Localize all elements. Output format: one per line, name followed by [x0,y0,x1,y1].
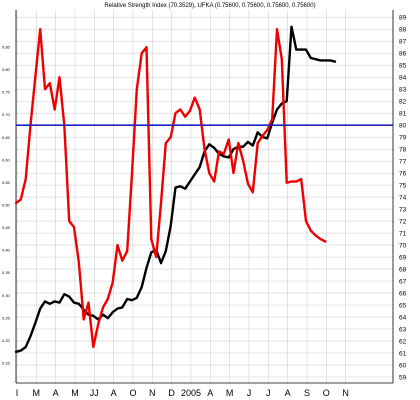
y-right-tick-label: 89 [399,14,407,21]
y-right-tick-label: 63 [399,326,407,333]
y-right-tick-label: 66 [399,290,407,297]
y-left-tick-label: 0.75 [2,90,11,95]
x-tick-label: S [304,388,310,398]
y-left-tick-label: 0.25 [2,315,11,320]
y-right-tick-label: 78 [399,146,407,153]
y-axis-right-labels: 59 60 61 62 63 64 65 66 67 68 69 70 71 72 73 74 75 76 77 78… [399,14,407,381]
horizontal-grid [16,16,393,378]
x-tick-label: O [323,388,330,398]
x-tick-label: A [285,388,291,398]
y-right-tick-label: 70 [399,242,407,249]
y-right-tick-label: 61 [399,350,407,357]
y-left-tick-label: 0.45 [2,225,11,230]
x-tick-label: A [53,388,59,398]
x-tick-label: M [33,388,41,398]
y-right-tick-label: 59 [399,374,407,381]
series-line-1 [14,28,327,349]
series-line-0 [14,25,337,353]
x-tick-label: I [16,388,19,398]
x-tick-label: 2005 [181,388,201,398]
x-tick-label: J [266,388,271,398]
series-layer [14,25,337,353]
y-right-tick-label: 87 [399,38,407,45]
x-tick-label: M [71,388,79,398]
y-right-tick-label: 79 [399,134,407,141]
y-axis-left-labels: 0.15 0.20 0.25 0.30 0.35 0.40 0.45 0.50 0.55 0.60… [2,45,11,366]
y-right-tick-label: 85 [399,62,407,69]
x-tick-label: A [111,388,117,398]
x-tick-label: O [129,388,136,398]
vertical-grid [16,10,346,383]
y-left-tick-label: 0.65 [2,135,11,140]
x-tick-label: M [226,388,234,398]
y-left-tick-label: 0.50 [2,203,11,208]
y-right-tick-label: 82 [399,98,407,105]
y-right-tick-label: 65 [399,302,407,309]
y-left-tick-label: 0.40 [2,248,11,253]
y-left-tick-label: 0.70 [2,112,11,117]
x-axis-labels: I M A M JJ A O N D 2005 A M J J A S O N [16,388,349,398]
y-right-tick-label: 64 [399,314,407,321]
y-left-tick-label: 0.15 [2,361,11,366]
y-right-tick-label: 74 [399,194,407,201]
y-left-tick-label: 0.80 [2,67,11,72]
x-tick-label: A [207,388,213,398]
x-tick-label: D [168,388,175,398]
y-right-tick-label: 81 [399,110,407,117]
y-right-tick-label: 83 [399,86,407,93]
y-left-tick-label: 0.60 [2,157,11,162]
y-left-tick-label: 0.20 [2,338,11,343]
y-right-tick-label: 73 [399,206,407,213]
y-right-tick-label: 67 [399,278,407,285]
y-right-tick-label: 60 [399,362,407,369]
x-tick-label: JJ [90,388,99,398]
y-right-tick-label: 71 [399,230,407,237]
y-right-tick-label: 86 [399,50,407,57]
y-right-tick-label: 68 [399,266,407,273]
y-right-tick-label: 72 [399,218,407,225]
x-tick-label: J [247,388,252,398]
x-tick-label: N [149,388,156,398]
y-left-tick-label: 0.85 [2,45,11,50]
y-right-tick-label: 77 [399,158,407,165]
y-right-tick-label: 69 [399,254,407,261]
y-left-tick-label: 0.35 [2,270,11,275]
y-right-tick-label: 84 [399,74,407,81]
y-right-tick-label: 62 [399,338,407,345]
y-left-tick-label: 0.30 [2,293,11,298]
y-right-tick-label: 76 [399,170,407,177]
y-right-tick-label: 88 [399,26,407,33]
y-right-tick-label: 75 [399,182,407,189]
y-right-tick-label: 80 [399,122,407,129]
chart-title: Relative Strength Index (70.3529), UFKA … [104,3,315,9]
y-left-tick-label: 0.55 [2,180,11,185]
x-tick-label: N [342,388,349,398]
